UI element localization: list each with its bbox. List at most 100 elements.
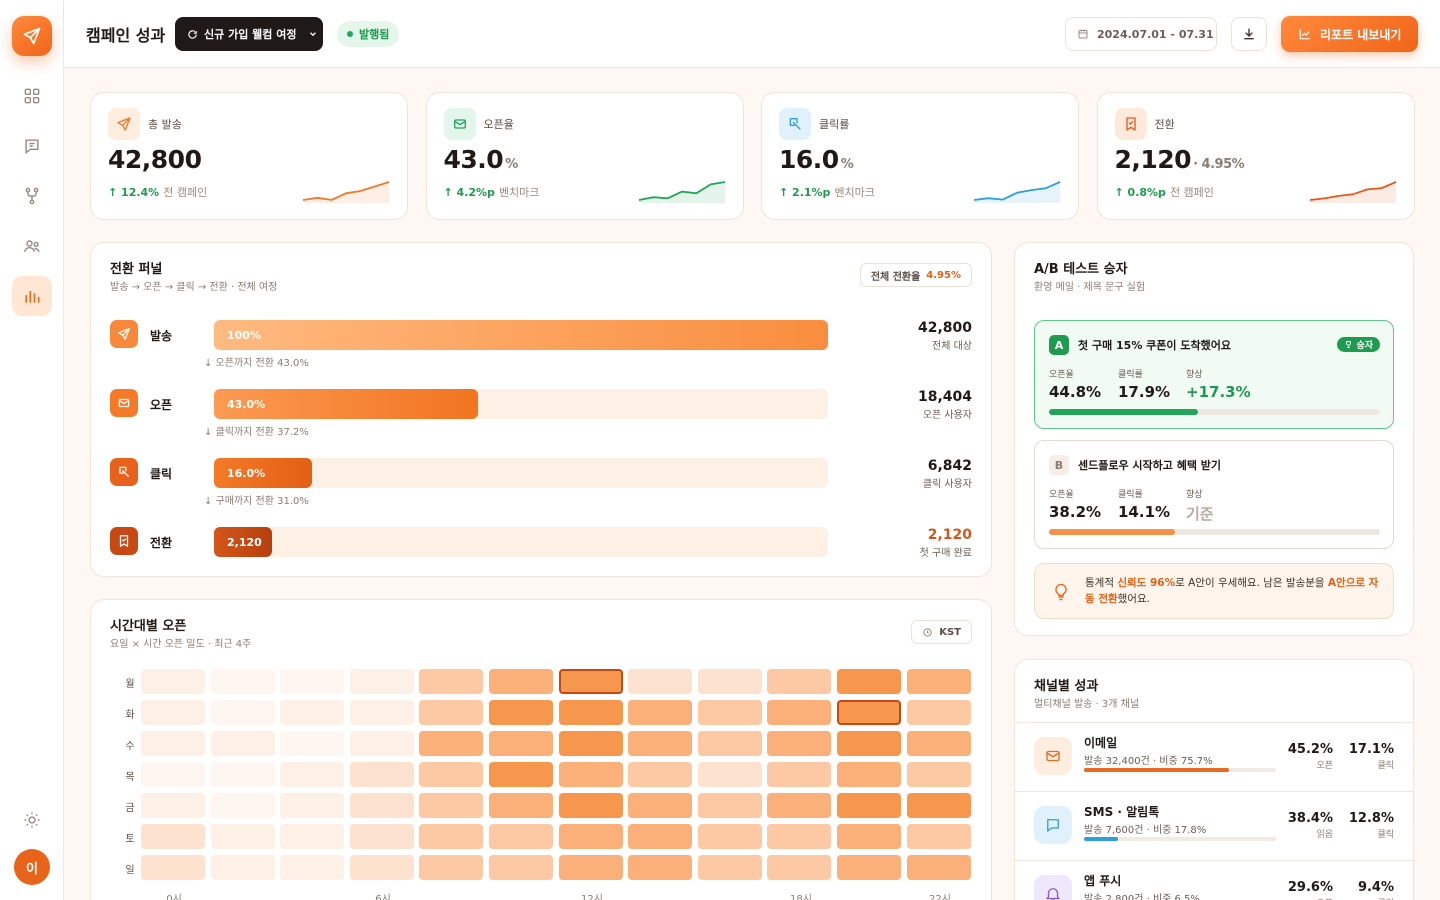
heatmap-cell[interactable] <box>141 762 205 787</box>
analytics-icon[interactable] <box>12 276 52 316</box>
heatmap-cell[interactable] <box>349 855 414 880</box>
heatmap-cell[interactable] <box>141 700 205 725</box>
heatmap-cell[interactable] <box>837 700 901 725</box>
heatmap-cell[interactable] <box>837 855 901 880</box>
heatmap-cell[interactable] <box>906 762 971 787</box>
heatmap-cell[interactable] <box>767 731 832 756</box>
heatmap-cell[interactable] <box>558 824 623 849</box>
heatmap-cell[interactable] <box>767 762 832 787</box>
heatmap-cell[interactable] <box>697 824 762 849</box>
avatar[interactable]: 이 <box>14 849 50 885</box>
heatmap-cell[interactable] <box>906 669 971 694</box>
heatmap-cell[interactable] <box>210 762 275 787</box>
heatmap-cell[interactable] <box>837 762 901 787</box>
heatmap-cell[interactable] <box>141 669 205 694</box>
heatmap-cell[interactable] <box>141 824 205 849</box>
heatmap-cell[interactable] <box>489 669 553 694</box>
heatmap-cell[interactable] <box>628 700 693 725</box>
heatmap-cell[interactable] <box>419 700 484 725</box>
kpi-card-total-sent[interactable]: 총 발송 42,800 ↑ 12.4% 전 캠페인 <box>90 92 408 220</box>
messages-icon[interactable] <box>12 126 52 166</box>
heatmap-cell[interactable] <box>558 669 623 694</box>
heatmap-cell[interactable] <box>349 824 414 849</box>
heatmap-cell[interactable] <box>767 793 832 818</box>
heatmap-cell[interactable] <box>419 824 484 849</box>
heatmap-cell[interactable] <box>280 855 345 880</box>
heatmap-cell[interactable] <box>489 793 553 818</box>
heatmap-cell[interactable] <box>697 793 762 818</box>
heatmap-cell[interactable] <box>837 669 901 694</box>
heatmap-cell[interactable] <box>628 824 693 849</box>
heatmap-cell[interactable] <box>141 855 205 880</box>
export-report-button[interactable]: 리포트 내보내기 <box>1281 16 1418 52</box>
heatmap-cell[interactable] <box>489 824 553 849</box>
heatmap-cell[interactable] <box>349 700 414 725</box>
heatmap-cell[interactable] <box>210 824 275 849</box>
heatmap-cell[interactable] <box>628 793 693 818</box>
heatmap-cell[interactable] <box>210 731 275 756</box>
variant-b-card[interactable]: B 센드플로우 시작하고 혜택 받기 오픈율 38.2% 클릭률 14.1% 향상 기… <box>1034 440 1394 549</box>
heatmap-cell[interactable] <box>280 700 345 725</box>
heatmap-cell[interactable] <box>419 855 484 880</box>
heatmap-cell[interactable] <box>141 793 205 818</box>
variant-a-card[interactable]: A 첫 구매 15% 쿠폰이 도착했어요 승자 오픈율 44.8% 클릭률 17.9… <box>1034 320 1394 429</box>
funnel-step[interactable]: 클릭 16.0% ↓ 구매까지 전환 31.0% 6,842 클릭 사용자 <box>91 458 991 518</box>
heatmap-cell[interactable] <box>349 669 414 694</box>
heatmap-cell[interactable] <box>489 762 553 787</box>
channel-row[interactable]: 이메일 발송 32,400건 · 비중 75.7% 45.2% 오픈 17.1% 클… <box>1015 722 1413 790</box>
heatmap-cell[interactable] <box>767 669 832 694</box>
heatmap-cell[interactable] <box>628 731 693 756</box>
heatmap-cell[interactable] <box>697 700 762 725</box>
heatmap-cell[interactable] <box>280 669 345 694</box>
date-range-picker[interactable]: 2024.07.01 - 07.31 <box>1065 17 1217 51</box>
heatmap-cell[interactable] <box>767 824 832 849</box>
heatmap-cell[interactable] <box>628 669 693 694</box>
heatmap-cell[interactable] <box>280 762 345 787</box>
heatmap-cell[interactable] <box>210 669 275 694</box>
dashboard-icon[interactable] <box>12 76 52 116</box>
heatmap-cell[interactable] <box>906 700 971 725</box>
heatmap-cell[interactable] <box>419 793 484 818</box>
kpi-card-open-rate[interactable]: 오픈율 43.0% ↑ 4.2%p 벤치마크 <box>425 92 744 220</box>
audience-icon[interactable] <box>12 226 52 266</box>
heatmap-cell[interactable] <box>558 700 623 725</box>
heatmap-cell[interactable] <box>210 855 275 880</box>
heatmap-cell[interactable] <box>141 731 205 756</box>
heatmap-cell[interactable] <box>906 793 971 818</box>
heatmap-cell[interactable] <box>628 762 693 787</box>
flow-icon[interactable] <box>12 176 52 216</box>
heatmap-cell[interactable] <box>837 731 901 756</box>
channel-row[interactable]: SMS · 알림톡 발송 7,600건 · 비중 17.8% 38.4% 읽음 1… <box>1015 791 1413 859</box>
heatmap-cell[interactable] <box>767 700 832 725</box>
heatmap-cell[interactable] <box>697 855 762 880</box>
kpi-card-conversion[interactable]: 전환 2,120 · 4.95% ↑ 0.8%p 전 캠페인 <box>1096 92 1415 220</box>
heatmap-cell[interactable] <box>906 824 971 849</box>
heatmap-cell[interactable] <box>419 669 484 694</box>
heatmap-cell[interactable] <box>280 824 345 849</box>
heatmap-cell[interactable] <box>489 731 553 756</box>
send-logo-icon[interactable] <box>12 16 52 56</box>
heatmap-cell[interactable] <box>697 762 762 787</box>
heatmap-cell[interactable] <box>837 793 901 818</box>
funnel-step[interactable]: 발송 100% ↓ 오픈까지 전환 43.0% 42,800 전체 대상 <box>91 320 991 380</box>
heatmap-cell[interactable] <box>906 855 971 880</box>
heatmap-cell[interactable] <box>419 762 484 787</box>
download-button[interactable] <box>1231 17 1267 51</box>
heatmap-cell[interactable] <box>280 793 345 818</box>
heatmap-cell[interactable] <box>419 731 484 756</box>
timezone-chip[interactable]: KST <box>911 620 972 644</box>
heatmap-cell[interactable] <box>558 762 623 787</box>
heatmap-cell[interactable] <box>628 855 693 880</box>
heatmap-cell[interactable] <box>210 793 275 818</box>
heatmap-cell[interactable] <box>767 855 832 880</box>
heatmap-cell[interactable] <box>558 731 623 756</box>
channel-row[interactable]: 앱 푸시 발송 2,800건 · 비중 6.5% 29.6%오픈 9.4%클릭 <box>1015 860 1413 900</box>
heatmap-cell[interactable] <box>697 669 762 694</box>
funnel-step[interactable]: 오픈 43.0% ↓ 클릭까지 전환 37.2% 18,404 오픈 사용자 <box>91 389 991 449</box>
heatmap-cell[interactable] <box>280 731 345 756</box>
funnel-step[interactable]: 전환 2,120 2,120 첫 구매 완료 <box>91 527 991 587</box>
heatmap-cell[interactable] <box>489 855 553 880</box>
heatmap-cell[interactable] <box>558 793 623 818</box>
heatmap-cell[interactable] <box>210 700 275 725</box>
heatmap-cell[interactable] <box>558 855 623 880</box>
